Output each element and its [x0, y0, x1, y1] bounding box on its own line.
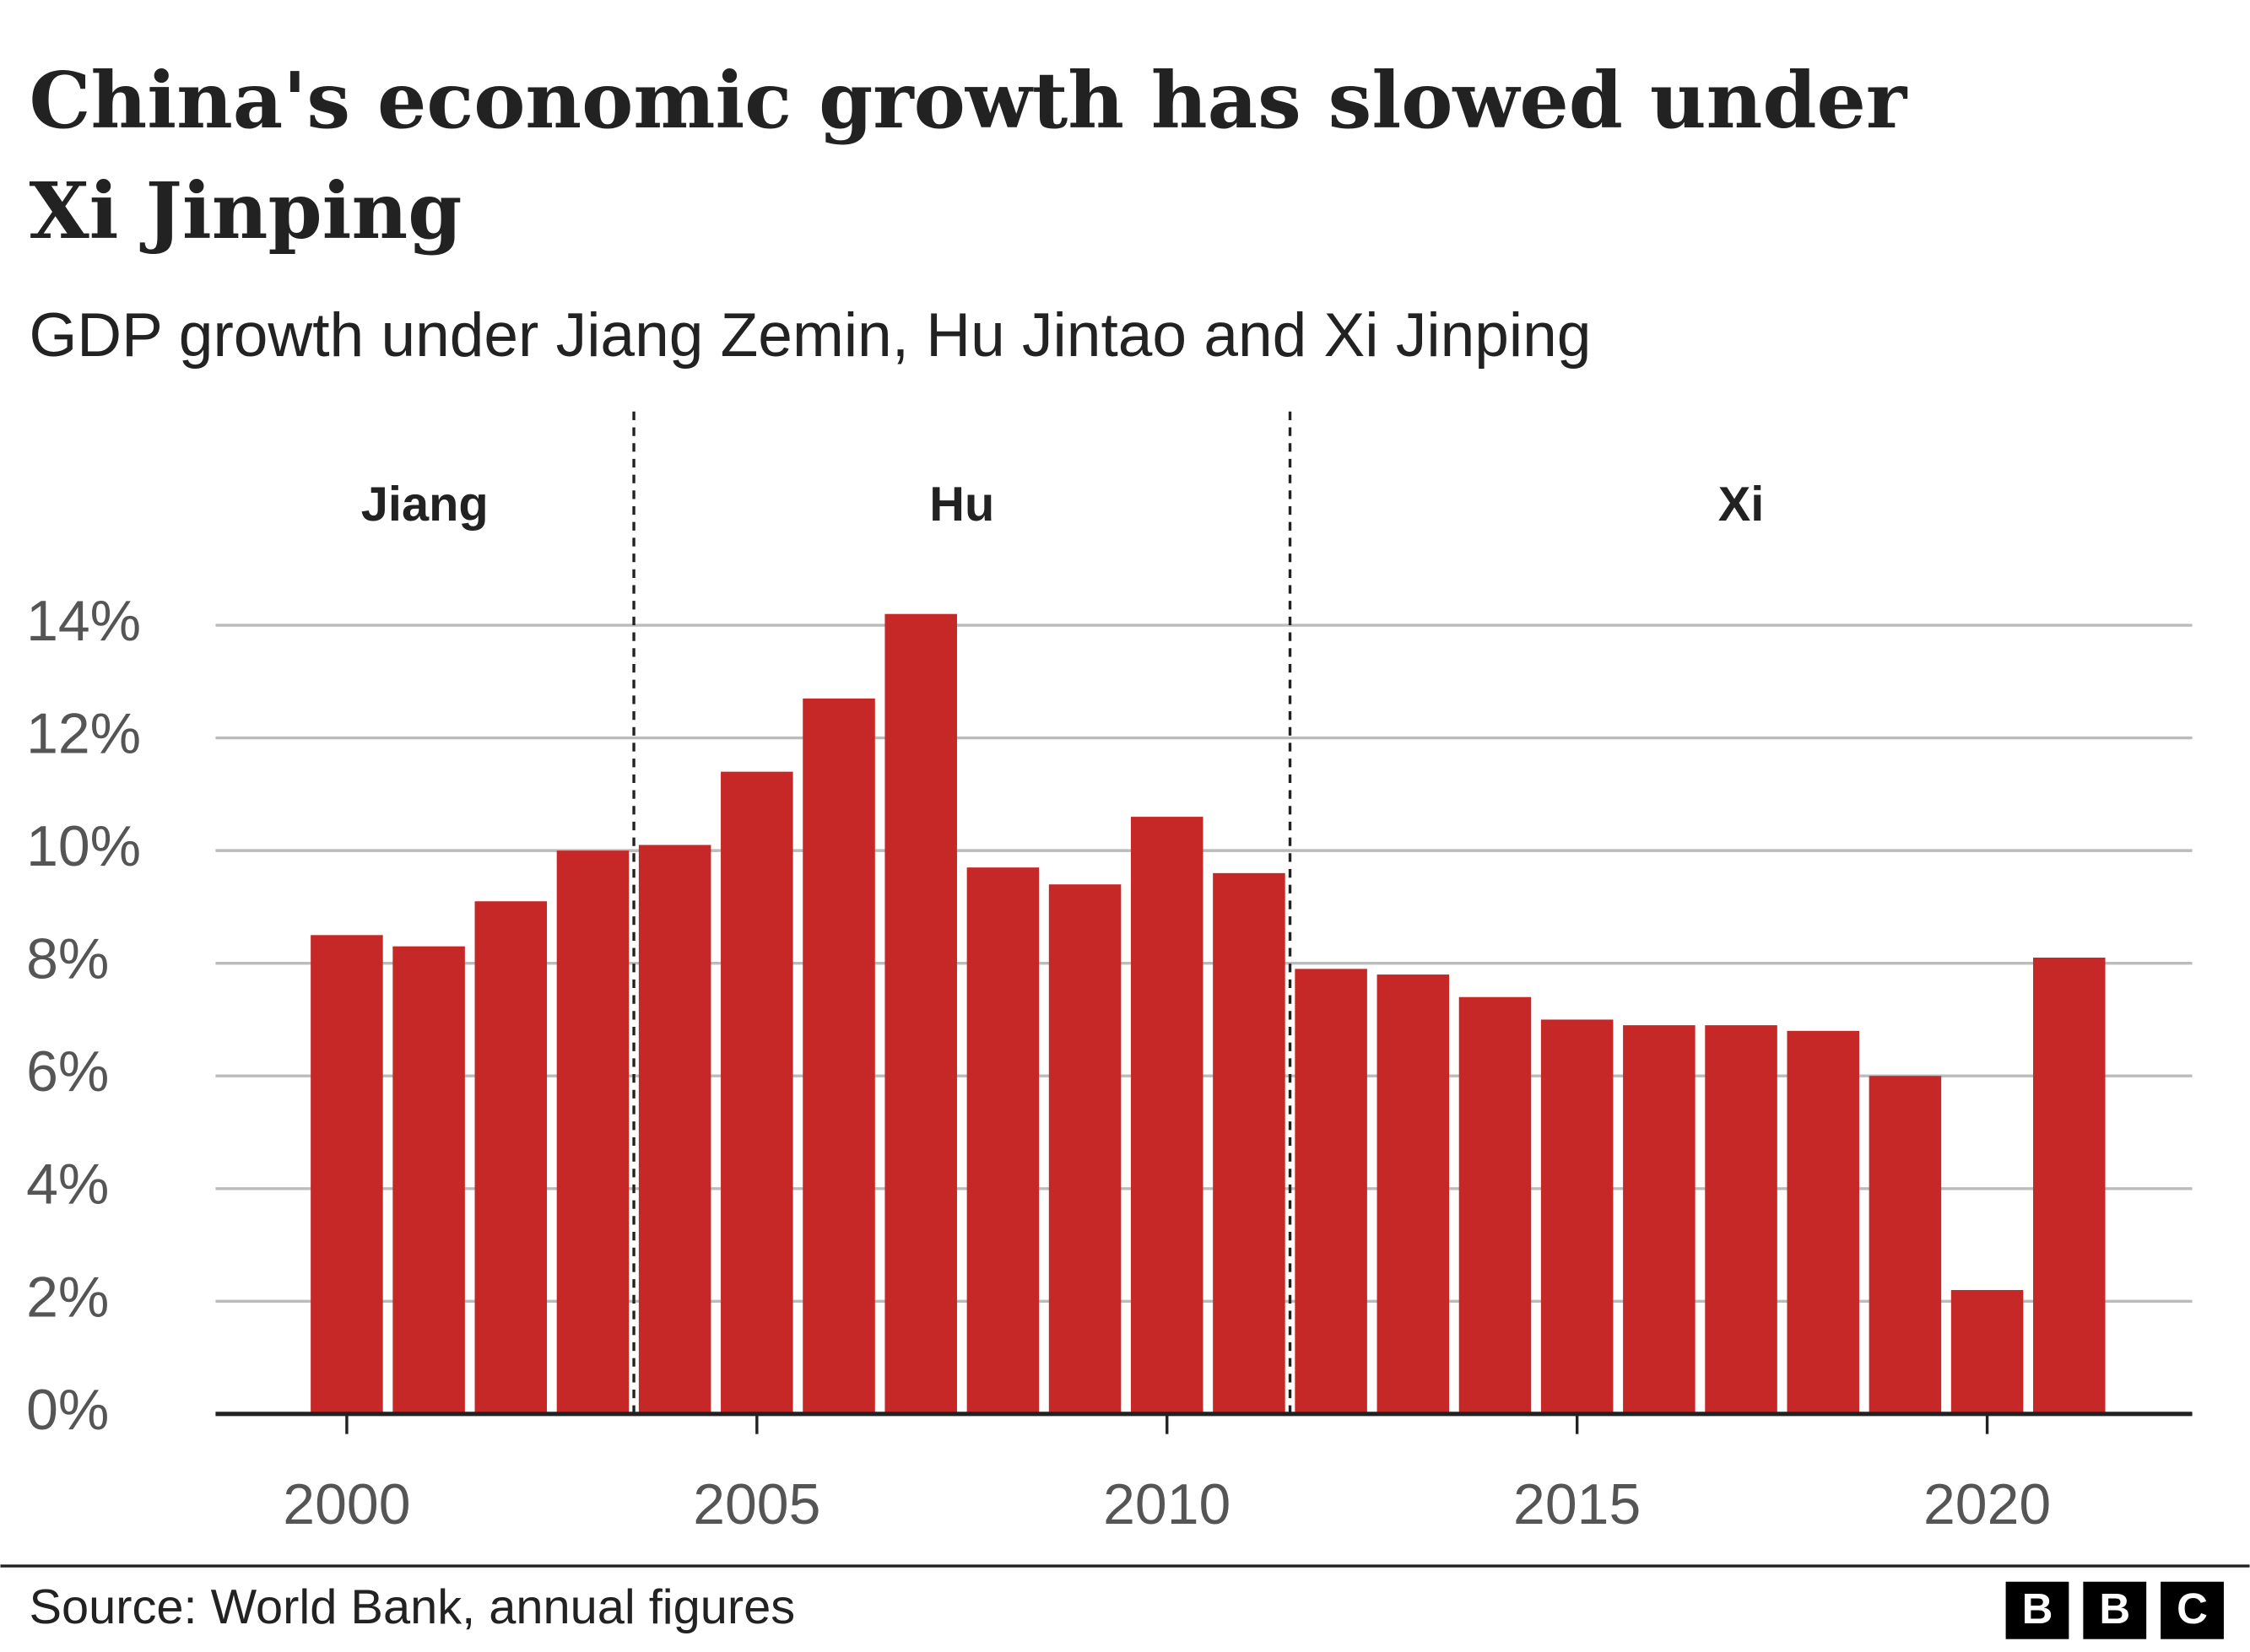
chart-subtitle: GDP growth under Jiang Zemin, Hu Jintao …	[29, 301, 1591, 370]
bar	[884, 613, 957, 1414]
logo-box	[2161, 1581, 2224, 1639]
era-label: Xi	[1718, 478, 1765, 532]
y-tick-label: 14%	[26, 589, 141, 653]
bar	[556, 850, 630, 1414]
bar	[1869, 1076, 1942, 1414]
source: Source: World Bank, annual figures	[29, 1580, 795, 1634]
logo: B B C	[2005, 1581, 2224, 1639]
logo-letter: B	[2022, 1585, 2053, 1633]
y-tick-label: 0%	[26, 1378, 109, 1442]
chart-title-line: China's economic growth has slowed under	[29, 55, 1907, 146]
bar	[966, 867, 1040, 1414]
bar	[474, 901, 548, 1414]
bar	[638, 845, 711, 1414]
bar	[311, 935, 383, 1414]
bar	[1048, 884, 1122, 1414]
era-label: Hu	[929, 478, 994, 532]
x-tick-label: 2000	[283, 1472, 410, 1536]
bar	[1623, 1025, 1696, 1414]
bar	[1458, 996, 1532, 1414]
y-tick-label: 8%	[26, 927, 109, 991]
bar	[1540, 1019, 1614, 1414]
y-tick-label: 10%	[26, 814, 141, 878]
y-tick-label: 6%	[26, 1039, 109, 1104]
bar	[2033, 958, 2106, 1414]
y-tick-label: 12%	[26, 702, 141, 766]
era-label: Jiang	[361, 478, 489, 532]
bar	[392, 946, 465, 1414]
y-tick-label: 2%	[26, 1265, 109, 1329]
x-tick-label: 2005	[693, 1472, 820, 1536]
bar	[803, 698, 875, 1414]
bar	[1787, 1030, 1859, 1414]
logo-letter: C	[2177, 1585, 2208, 1633]
bar	[1377, 974, 1450, 1414]
bar	[1295, 969, 1367, 1414]
logo-box	[2083, 1581, 2147, 1639]
bar	[1950, 1289, 2024, 1414]
logo-box	[2005, 1581, 2069, 1639]
y-tick-label: 4%	[26, 1153, 109, 1217]
logo-letter: B	[2099, 1585, 2130, 1633]
chart-title-line: Xi Jinping	[29, 165, 462, 256]
bar	[1705, 1025, 1777, 1414]
x-tick-label: 2015	[1513, 1472, 1641, 1536]
bar	[721, 771, 793, 1414]
x-tick-label: 2010	[1103, 1472, 1230, 1536]
bar	[1213, 872, 1285, 1414]
bar	[1130, 817, 1203, 1414]
x-tick-label: 2020	[1923, 1472, 2051, 1536]
